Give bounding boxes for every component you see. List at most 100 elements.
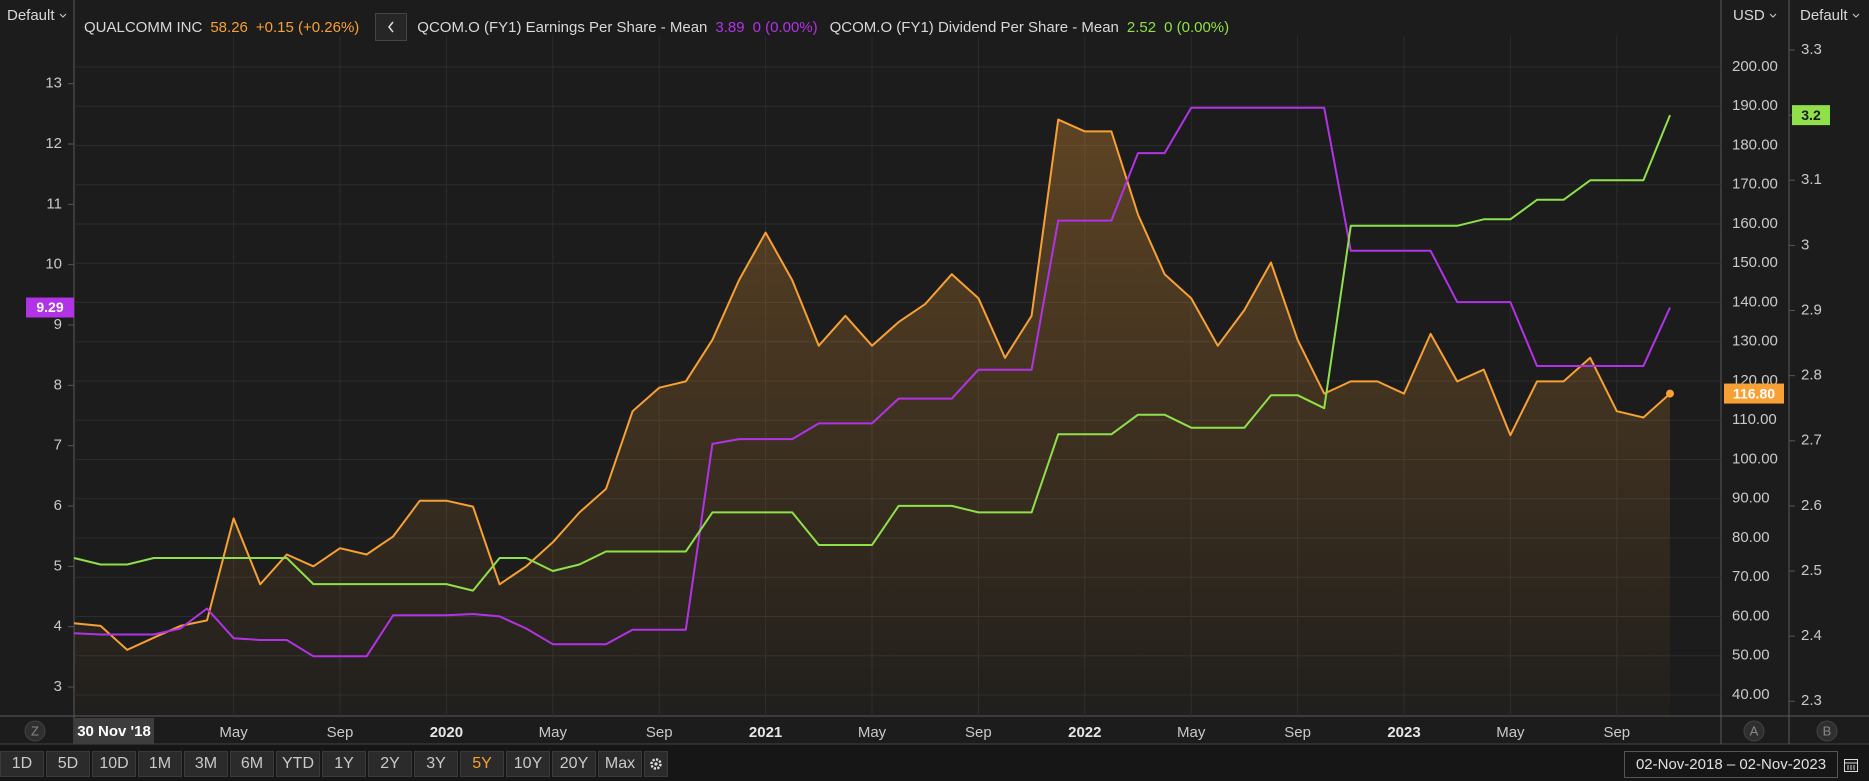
y3-tick-label: 3.3 xyxy=(1801,41,1822,58)
y2-tick-label: 180.00 xyxy=(1732,136,1778,153)
y2-tick-label: 130.00 xyxy=(1732,333,1778,350)
labels: 3 4 5 6 7 8 9 10 11 12 13 40.00 50.00 60.00 70.00 80.00… xyxy=(24,41,1838,744)
legend-name: QUALCOMM INC xyxy=(84,18,203,36)
range-button[interactable]: 20Y xyxy=(552,751,596,777)
x-tick-label: May xyxy=(1177,724,1206,741)
x-tick-label: Sep xyxy=(1284,724,1311,741)
y2-tick-label: 170.00 xyxy=(1732,176,1778,193)
y2-tick-label: 160.00 xyxy=(1732,215,1778,232)
x-tick-label: 2020 xyxy=(430,724,463,741)
range-button[interactable]: YTD xyxy=(276,751,320,777)
x-tick-label: 2021 xyxy=(749,724,782,741)
y3-tick-label: 2.5 xyxy=(1801,562,1822,579)
y2-tick-label: 50.00 xyxy=(1732,647,1770,664)
legend-value: 3.89 xyxy=(715,18,745,36)
y2-tick-label: 100.00 xyxy=(1732,450,1778,467)
calendar-icon[interactable] xyxy=(1843,757,1859,773)
menu-button[interactable]: Default xyxy=(1800,7,1860,24)
y2-tick-label: 90.00 xyxy=(1732,490,1770,507)
range-button[interactable]: 2Y xyxy=(368,751,412,777)
cursor-label-box xyxy=(74,718,154,744)
y3-tick-label: 3 xyxy=(1801,236,1809,253)
y3-tick-label: 2.7 xyxy=(1801,432,1822,449)
menu-label: Default xyxy=(1800,7,1848,24)
date-range-text: 02-Nov-2018 – 02-Nov-2023 xyxy=(1635,756,1827,773)
y-tick-label: 7 xyxy=(54,437,62,454)
y-tick-label: 8 xyxy=(54,376,62,393)
y3-tick-label: 2.4 xyxy=(1801,627,1822,644)
end-value-label: 9.29 xyxy=(36,299,63,315)
range-button[interactable]: 1Y xyxy=(322,751,366,777)
legend-value: 58.26 xyxy=(210,18,248,36)
series-line xyxy=(73,118,1671,651)
axis-badge xyxy=(24,720,46,742)
legend-change: 0 (0.00%) xyxy=(1164,18,1230,36)
caret xyxy=(59,13,66,18)
end-value-tag xyxy=(26,297,74,318)
caret xyxy=(1769,13,1777,18)
gear-icon xyxy=(650,758,662,770)
end-value-label: 3.2 xyxy=(1801,107,1821,123)
legend-name: QCOM.O (FY1) Dividend Per Share - Mean xyxy=(829,18,1119,36)
range-button[interactable]: 3M xyxy=(184,751,228,777)
x-tick-label: May xyxy=(858,724,887,741)
settings-button[interactable] xyxy=(644,751,668,777)
y3-tick-label: 2.9 xyxy=(1801,301,1822,318)
legend-item: QUALCOMM INC 58.26 +0.15 (+0.26%) xyxy=(84,19,367,36)
cursor-label: 30 Nov '18 xyxy=(77,723,151,740)
y-tick-label: 11 xyxy=(46,195,62,212)
range-button[interactable]: 3Y xyxy=(414,751,458,777)
x-tick-label: 2022 xyxy=(1068,724,1101,741)
y2-tick-label: 40.00 xyxy=(1732,686,1770,703)
end-point xyxy=(1666,389,1674,398)
axis-badge-label: A xyxy=(1750,723,1759,738)
y-tick-label: 13 xyxy=(45,75,62,92)
x-tick-label: Sep xyxy=(327,724,354,741)
price-area xyxy=(74,119,1670,717)
menu-label: USD xyxy=(1733,7,1765,24)
y-tick-label: 9 xyxy=(54,316,62,333)
date-range[interactable]: 02-Nov-2018 – 02-Nov-2023 xyxy=(1624,751,1838,778)
legend-value: 2.52 xyxy=(1126,18,1157,36)
x-tick-label: Sep xyxy=(646,724,673,741)
y2-tick-label: 60.00 xyxy=(1732,607,1770,624)
y2-tick-label: 200.00 xyxy=(1732,58,1778,75)
legend-item: QCOM.O (FY1) Earnings Per Share - Mean 3.… xyxy=(417,19,825,36)
range-button[interactable]: Max xyxy=(598,751,642,777)
legend: QUALCOMM INC 58.26 +0.15 (+0.26%) QCOM.O (F… xyxy=(84,13,1241,41)
legend-item: QCOM.O (FY1) Dividend Per Share - Mean 2.… xyxy=(830,19,1238,36)
legend-change: 0 (0.00%) xyxy=(752,18,818,36)
y-tick-label: 10 xyxy=(45,256,62,273)
series-line xyxy=(73,114,1671,592)
menu-label: Default xyxy=(7,7,55,24)
range-button[interactable]: 5Y xyxy=(460,751,504,777)
range-button[interactable]: 5D xyxy=(46,751,90,777)
y2-tick-label: 150.00 xyxy=(1732,254,1778,271)
series-line xyxy=(73,106,1671,658)
y-tick-label: 12 xyxy=(45,135,62,152)
range-button[interactable]: 6M xyxy=(230,751,274,777)
currency-menu[interactable]: USD xyxy=(1733,7,1777,24)
range-button[interactable]: 10D xyxy=(92,751,136,777)
y2-tick-label: 190.00 xyxy=(1732,97,1778,114)
collapse-button[interactable] xyxy=(375,13,408,41)
range-button[interactable]: 1M xyxy=(138,751,182,777)
axis-badge-label: B xyxy=(1823,723,1832,738)
y3-tick-label: 2.8 xyxy=(1801,367,1822,384)
legend-change: +0.15 (+0.26%) xyxy=(255,18,360,36)
y2-tick-label: 80.00 xyxy=(1732,529,1770,546)
y3-tick-label: 2.3 xyxy=(1801,692,1822,709)
legend-name: QCOM.O (FY1) Earnings Per Share - Mean xyxy=(417,18,708,36)
range-buttons: 1D 5D 10D 1M 3M 6M YTD 1Y 2Y 3Y 5Y 10Y 20Y Max xyxy=(0,751,670,777)
range-button[interactable]: 10Y xyxy=(506,751,550,777)
y2-tick-label: 70.00 xyxy=(1732,568,1770,585)
y-tick-label: 3 xyxy=(54,678,62,695)
x-tick-label: May xyxy=(219,724,248,741)
end-value-tag xyxy=(1792,105,1830,126)
caret xyxy=(1852,13,1859,18)
range-button[interactable]: 1D xyxy=(0,751,44,777)
end-value-label: 116.80 xyxy=(1733,385,1775,401)
menu-button[interactable]: Default xyxy=(7,7,67,24)
